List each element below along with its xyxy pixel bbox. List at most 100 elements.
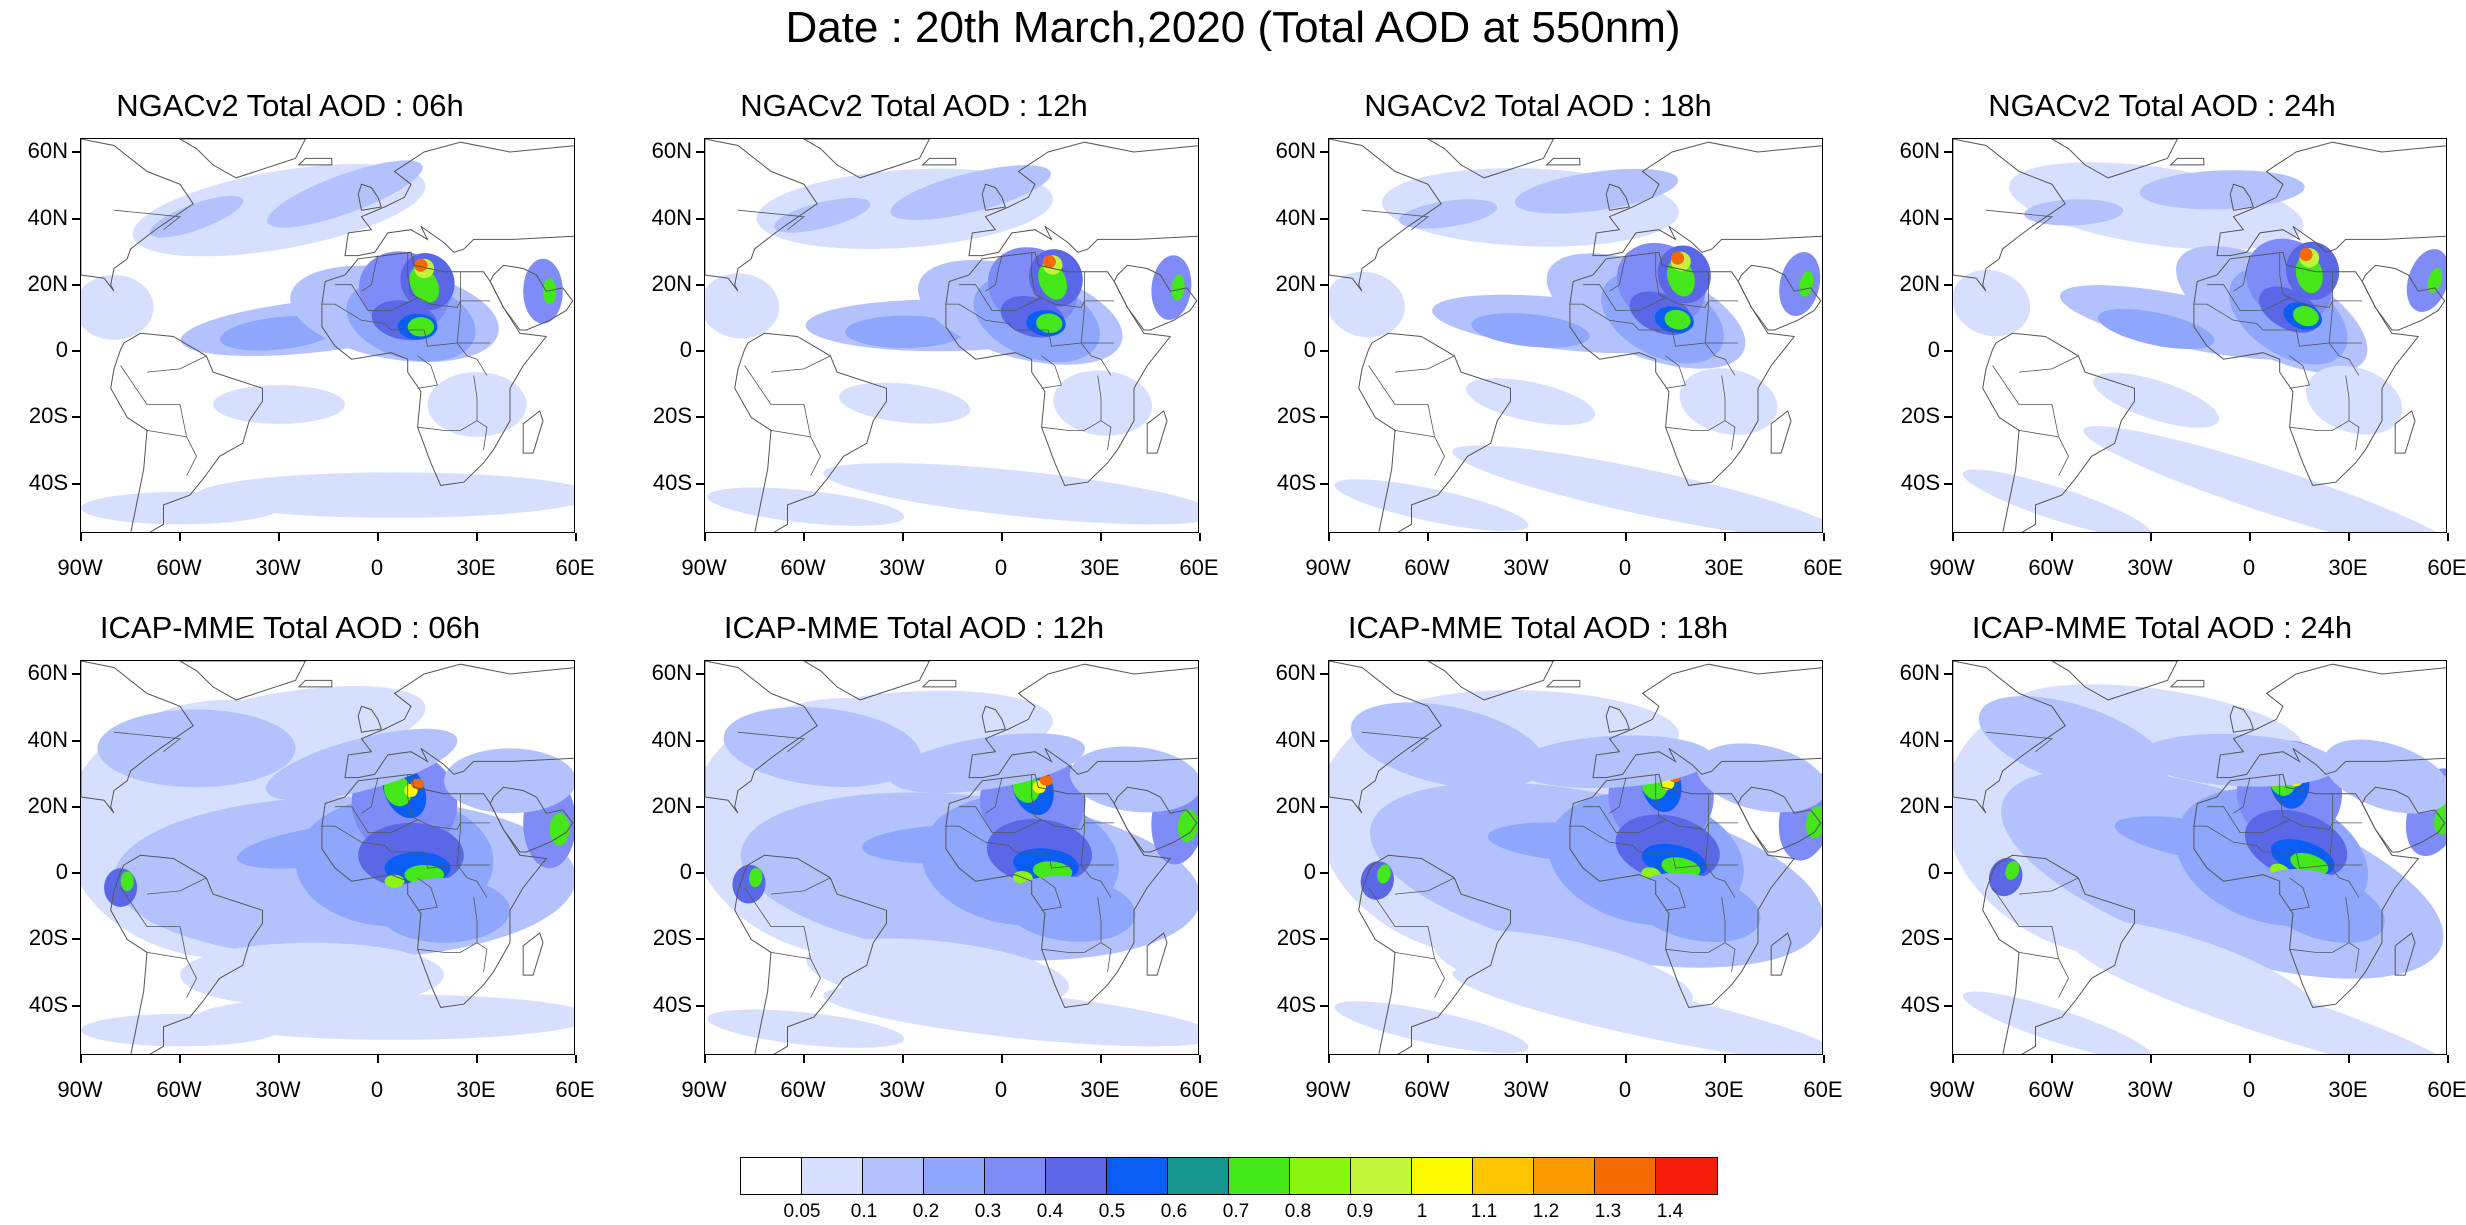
aod-patch xyxy=(1434,930,1693,1015)
iceland-outline xyxy=(921,679,957,688)
lon-tick xyxy=(2249,533,2251,541)
lat-tick xyxy=(1944,1005,1952,1007)
aod-patch xyxy=(1805,806,1822,839)
lat-label: 20S xyxy=(1276,403,1316,428)
lon-label: 60E xyxy=(1803,1077,1843,1102)
lat-tick xyxy=(1320,151,1328,153)
aod-patch xyxy=(707,487,905,526)
aod-patch xyxy=(523,258,563,324)
aod-patch xyxy=(267,160,423,228)
aod-field xyxy=(81,686,574,1047)
lon-label: 60W xyxy=(2028,555,2074,580)
map-panel: ICAP-MME Total AOD : 24h 60N 40N 20N 0 20S 40S… xyxy=(1872,610,2466,1170)
country-border xyxy=(1985,209,2054,231)
lon-tick xyxy=(2348,533,2350,541)
lat-tick xyxy=(72,416,80,418)
map-panel: NGACv2 Total AOD : 12h 60N 40N 20N 0 20S 40S 90… xyxy=(624,88,1219,648)
lon-label: 60E xyxy=(2427,1077,2466,1102)
aod-patch xyxy=(1398,199,1498,229)
country-border xyxy=(1394,952,1445,998)
africa-outline xyxy=(945,773,1172,1008)
lat-tick xyxy=(1320,1005,1328,1007)
panel-title: NGACv2 Total AOD : 12h xyxy=(740,88,1088,123)
aod-patch xyxy=(1069,746,1198,813)
colorbar-swatch xyxy=(1107,1158,1168,1194)
aod-field xyxy=(1953,162,2446,532)
arabia-outline xyxy=(1737,264,1822,331)
map-panel: NGACv2 Total AOD : 06h 60N 40N 20N 0 20S 40S 90… xyxy=(0,88,595,648)
map-frame xyxy=(80,138,575,533)
lat-label: 20S xyxy=(28,403,68,428)
africa-outline xyxy=(321,773,548,1008)
country-border xyxy=(945,825,1115,869)
country-border xyxy=(1031,252,1042,298)
lon-label: 90W xyxy=(57,555,103,580)
aod-patch xyxy=(81,275,154,340)
aod-patch xyxy=(543,278,557,305)
aod-map xyxy=(705,139,1198,532)
lon-label: 30E xyxy=(2328,555,2368,580)
lat-tick xyxy=(696,938,704,940)
sAmerica-outline xyxy=(1982,854,2135,1054)
country-border xyxy=(120,887,187,959)
lon-tick xyxy=(2150,533,2152,541)
colorbar-label: 0.6 xyxy=(1160,1201,1188,1222)
country-border xyxy=(1041,942,1102,953)
map-frame xyxy=(704,138,1199,533)
lat-tick xyxy=(72,284,80,286)
map-frame xyxy=(704,660,1199,1055)
lat-tick xyxy=(1944,151,1952,153)
lon-label: 90W xyxy=(57,1077,103,1102)
aod-patch xyxy=(2323,739,2446,814)
lat-label: 40N xyxy=(27,727,68,752)
lon-label: 60W xyxy=(1404,555,1450,580)
aod-patch xyxy=(1042,255,1056,269)
aod-patch xyxy=(1962,469,2152,532)
country-border xyxy=(417,355,438,389)
lon-label: 30W xyxy=(1503,555,1549,580)
country-border xyxy=(2018,877,2079,895)
lon-label: 0 xyxy=(994,555,1008,580)
country-border xyxy=(2279,252,2290,298)
country-border xyxy=(2289,355,2310,389)
iceland-outline xyxy=(2169,157,2205,166)
arabia-outline xyxy=(489,786,574,853)
lon-label: 60E xyxy=(555,555,595,580)
lat-label: 60N xyxy=(651,138,692,163)
lat-tick xyxy=(1944,350,1952,352)
europe-outline xyxy=(2216,663,2446,779)
lat-tick xyxy=(72,872,80,874)
lon-label: 30W xyxy=(1503,1077,1549,1102)
country-border xyxy=(2289,877,2310,911)
lat-label: 60N xyxy=(651,660,692,685)
lat-tick xyxy=(1320,218,1328,220)
country-border xyxy=(1041,355,1062,389)
lat-label: 60N xyxy=(1899,138,1940,163)
aod-patch xyxy=(1171,274,1185,301)
aod-map xyxy=(81,661,574,1054)
colorbar-label: 0.7 xyxy=(1222,1201,1250,1222)
europe-outline xyxy=(968,141,1198,257)
country-border xyxy=(361,255,379,292)
lon-tick xyxy=(179,533,181,541)
panel-title: ICAP-MME Total AOD : 06h xyxy=(99,610,481,645)
greenland-outline xyxy=(1427,139,1554,179)
iceland-outline xyxy=(297,157,333,166)
aod-field xyxy=(705,165,1198,526)
country-border xyxy=(2018,430,2069,476)
lon-label: 60W xyxy=(156,555,202,580)
lon-label: 30E xyxy=(1704,1077,1744,1102)
colorbar-swatch xyxy=(1046,1158,1107,1194)
europe-outline xyxy=(344,141,574,257)
madagascar-outline xyxy=(1770,410,1792,454)
lat-tick xyxy=(1320,350,1328,352)
country-border xyxy=(1361,731,1430,753)
country-border xyxy=(1080,793,1112,898)
madagascar-outline xyxy=(1146,410,1168,454)
britain-outline xyxy=(981,183,1006,211)
colorbar-swatch xyxy=(1168,1158,1229,1194)
country-border xyxy=(2018,355,2079,373)
aod-patch xyxy=(1671,251,1685,265)
aod-patch xyxy=(265,728,458,801)
lon-tick xyxy=(1328,533,1330,541)
